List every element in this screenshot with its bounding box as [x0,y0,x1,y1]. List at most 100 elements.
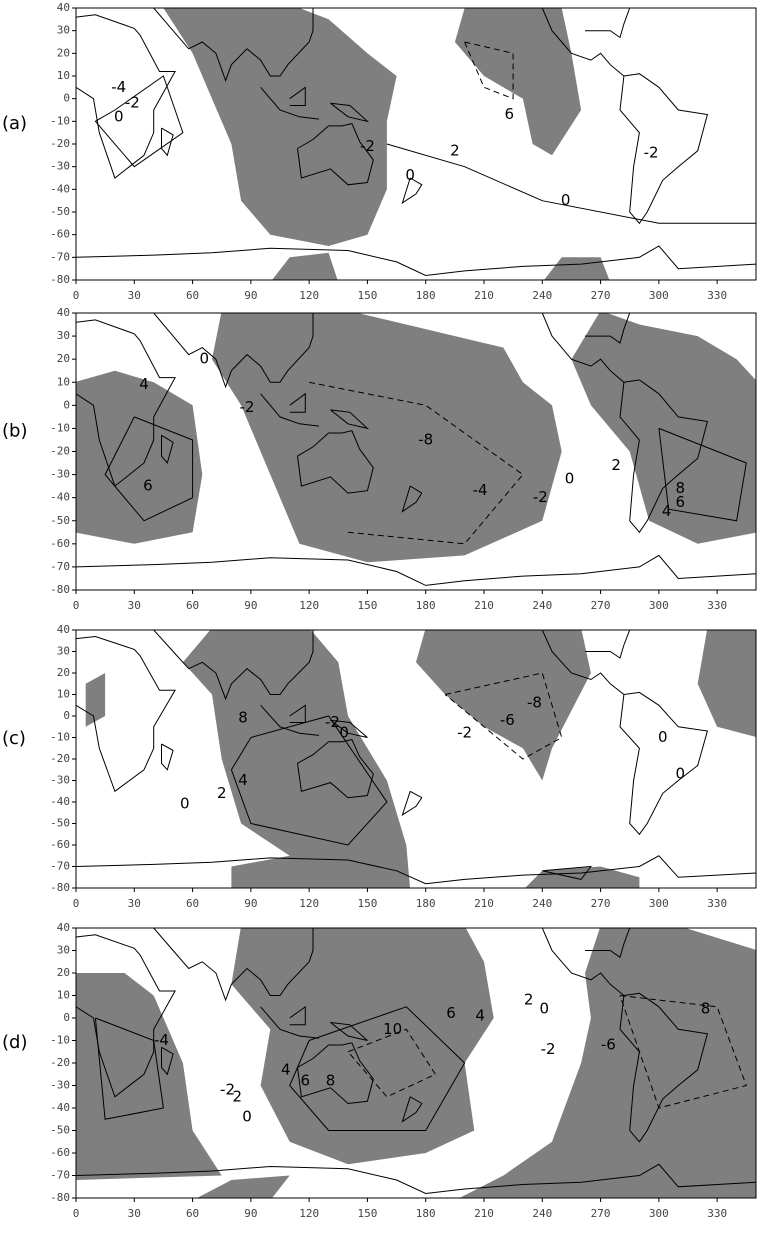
x-tick-label: 330 [707,289,727,302]
contour-label: 8 [326,1072,336,1090]
contour-label: 0 [199,350,209,368]
x-tick-label: 120 [299,289,319,302]
x-tick-label: 180 [416,289,436,302]
x-tick-label: 330 [707,1207,727,1220]
y-tick-label: -50 [50,1124,70,1137]
y-tick-label: -30 [50,774,70,787]
contour-line [104,416,194,522]
x-tick-label: 270 [591,897,611,910]
panel-label: (a) [2,113,27,134]
shaded-region [76,370,203,544]
contour-line [464,41,514,100]
contour-line [386,143,756,224]
contour-label: -4 [111,78,126,96]
y-tick-label: 10 [57,375,70,388]
coastline [297,1042,374,1105]
contour-label: -6 [601,1036,616,1054]
coastline [585,928,631,959]
y-tick-label: -30 [50,468,70,481]
x-tick-label: 240 [532,1207,552,1220]
contour-label: -8 [418,430,433,448]
contour-label: 2 [611,456,621,474]
y-tick-label: 0 [63,1011,70,1024]
contour-label: 0 [675,765,685,783]
y-tick-label: 20 [57,46,70,59]
contour-line [94,1017,164,1120]
map-area [76,313,756,586]
contour-label: 0 [405,166,415,184]
coastline [619,992,709,1143]
coastline [161,127,174,157]
coastline [76,934,176,1098]
shaded-region [525,866,640,888]
x-tick-label: 180 [416,897,436,910]
x-tick-label: 30 [128,599,141,612]
x-tick-label: 90 [244,289,257,302]
contour-line [658,427,747,522]
contour-label: -2 [325,713,340,731]
coastline [260,704,319,736]
y-tick-label: -80 [50,273,70,286]
coastline [297,430,374,494]
coastline [541,928,625,996]
y-tick-label: 0 [63,709,70,722]
x-tick-label: 90 [244,599,257,612]
x-tick-label: 120 [299,897,319,910]
contour-label: 0 [339,724,349,742]
coastline [541,8,625,77]
y-tick-label: -20 [50,445,70,458]
coastline [289,392,306,413]
coastline [619,691,709,836]
contour-line [347,1028,437,1098]
coastline [161,743,174,771]
y-tick-label: 30 [57,24,70,37]
y-tick-label: -20 [50,1056,70,1069]
contour-label: 8 [675,479,685,497]
coastline [401,790,423,817]
x-tick-label: 180 [416,1207,436,1220]
x-tick-label: 240 [532,897,552,910]
contour-label: 2 [217,784,227,802]
coastline [76,554,756,586]
y-tick-label: 40 [57,623,70,636]
contour-label: 8 [701,1000,711,1018]
x-tick-label: 60 [186,1207,199,1220]
x-tick-label: 150 [357,599,377,612]
coastline [619,73,709,225]
coastline [76,14,176,179]
coastline [297,739,374,799]
contour-label: 4 [662,502,672,520]
y-tick-label: -60 [50,537,70,550]
x-tick-label: 210 [474,599,494,612]
y-tick-label: 40 [57,921,70,934]
y-tick-label: 40 [57,1,70,14]
contour-label: -2 [644,144,659,162]
contour-label: -2 [533,488,548,506]
x-tick-label: 90 [244,897,257,910]
x-tick-label: 270 [591,599,611,612]
contour-label: 4 [281,1060,291,1078]
shaded-region [272,252,338,280]
coastline [330,409,370,430]
x-tick-label: 210 [474,1207,494,1220]
coastline [401,485,423,513]
contour-label: 4 [475,1006,485,1024]
y-tick-label: 30 [57,645,70,658]
contour-label: 4 [139,375,149,393]
y-tick-label: -30 [50,1079,70,1092]
contour-line [619,995,747,1109]
y-tick-label: -50 [50,205,70,218]
coastline [153,313,314,389]
x-tick-label: 330 [707,599,727,612]
contour-label: -2 [541,1040,556,1058]
shaded-region [697,630,756,738]
x-tick-label: 300 [649,1207,669,1220]
coastline [541,313,625,383]
coastline [289,704,306,723]
coastline [289,1005,306,1026]
contour-label: 2 [450,141,460,159]
contour-label: 8 [238,709,248,727]
contour-label: 6 [675,493,685,511]
